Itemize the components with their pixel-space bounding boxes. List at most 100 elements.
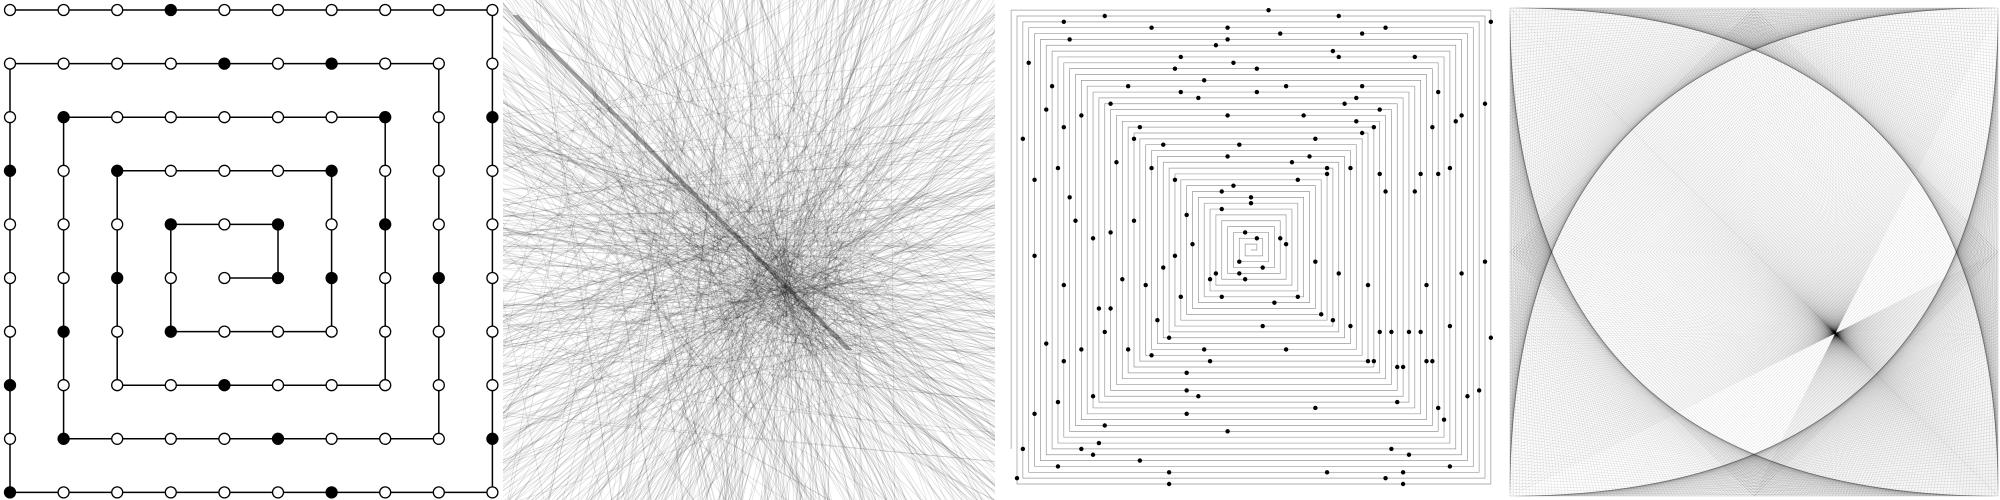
thin-line: [503, 247, 995, 270]
thin-line: [503, 190, 995, 407]
thin-line: [503, 200, 995, 314]
thin-line: [682, 0, 995, 310]
string: [1532, 7, 1999, 32]
string: [1542, 7, 1982, 497]
ulam-grid-panel: [3, 3, 499, 499]
string: [1812, 7, 1999, 311]
thin-line: [503, 8, 995, 178]
dot: [1359, 84, 1365, 89]
thin-line: [503, 179, 995, 385]
string: [1575, 7, 1999, 74]
string: [1782, 7, 1862, 497]
string: [1509, 222, 1999, 389]
string: [1509, 33, 1999, 484]
node: [164, 486, 177, 499]
thin-line: [503, 127, 995, 433]
dot: [1225, 113, 1230, 118]
string: [1523, 482, 1999, 497]
string: [1509, 7, 1534, 474]
string: [1509, 294, 1797, 497]
string: [1509, 76, 1999, 463]
node: [111, 218, 124, 231]
string: [1509, 144, 1647, 497]
string: [1909, 95, 1999, 497]
string: [1877, 7, 1999, 376]
string: [1633, 131, 1755, 253]
thin-line: [503, 102, 995, 486]
string: [1786, 7, 1999, 285]
string: [1509, 261, 1999, 477]
thin-line: [503, 120, 995, 305]
string: [1753, 251, 1856, 354]
thin-line: [503, 315, 831, 500]
string: [1509, 34, 1537, 497]
string: [1509, 7, 1868, 139]
string: [1509, 456, 1959, 497]
thin-line: [565, 0, 713, 500]
node: [57, 57, 70, 70]
string: [1509, 7, 1732, 275]
string: [1753, 251, 1901, 399]
string: [1509, 40, 1999, 480]
string: [1509, 128, 1999, 437]
string: [1646, 7, 1930, 497]
dot: [1213, 43, 1219, 48]
string: [1561, 251, 1755, 445]
thin-line: [503, 254, 995, 500]
thin-line: [503, 214, 995, 407]
string: [1961, 43, 1999, 497]
string: [1753, 251, 1927, 425]
string: [1903, 7, 1999, 402]
thin-line: [665, 0, 863, 500]
thin-line: [800, 0, 834, 500]
string: [1737, 251, 1755, 269]
string: [1509, 27, 1999, 487]
string: [1509, 7, 1777, 230]
thin-line: [503, 0, 929, 471]
string: [1509, 102, 1999, 450]
string: [1753, 102, 1904, 253]
string: [1633, 372, 1999, 497]
string: [1509, 7, 1852, 155]
thin-line: [503, 114, 995, 169]
string: [1509, 89, 1592, 497]
string: [1509, 7, 1933, 74]
node: [3, 111, 17, 124]
string: [1509, 375, 1878, 497]
string: [1610, 394, 1999, 497]
node: [379, 486, 392, 499]
string: [1649, 7, 1999, 149]
string: [1509, 7, 1787, 220]
string: [1509, 137, 1999, 432]
string: [1509, 287, 1999, 425]
thin-line: [503, 227, 995, 331]
thin-line: [503, 231, 995, 271]
dot: [1447, 165, 1453, 171]
dot: [1090, 236, 1096, 241]
string: [1509, 264, 1999, 471]
thin-line: [503, 197, 995, 348]
string: [1509, 128, 1631, 497]
string: [1831, 7, 1838, 497]
string: [1509, 7, 1683, 324]
thin-line: [625, 0, 889, 500]
dot: [1242, 230, 1248, 235]
string: [1591, 7, 1958, 497]
thin-line: [717, 0, 963, 500]
string: [1984, 21, 1999, 497]
string: [1753, 24, 1982, 253]
thin-line: [732, 0, 827, 500]
dot: [1166, 335, 1172, 340]
dot: [1131, 136, 1137, 142]
string: [1643, 251, 1755, 363]
thin-line: [727, 0, 961, 500]
string: [1509, 196, 1999, 402]
string: [1753, 251, 1999, 497]
string: [1794, 7, 1917, 497]
string: [1649, 251, 1755, 357]
dot: [1295, 294, 1301, 299]
string: [1509, 485, 1989, 497]
thin-line: [664, 149, 995, 500]
string: [1509, 7, 1914, 93]
string: [1787, 7, 1930, 497]
